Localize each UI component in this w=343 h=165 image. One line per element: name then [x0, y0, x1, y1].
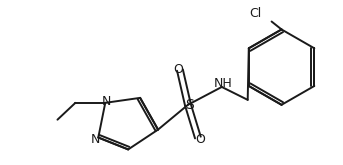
Text: S: S — [186, 98, 194, 112]
Text: N: N — [91, 133, 100, 146]
Text: NH: NH — [213, 78, 232, 90]
Text: O: O — [195, 133, 205, 146]
Text: Cl: Cl — [250, 7, 262, 20]
Text: N: N — [102, 95, 111, 108]
Text: O: O — [173, 63, 183, 76]
